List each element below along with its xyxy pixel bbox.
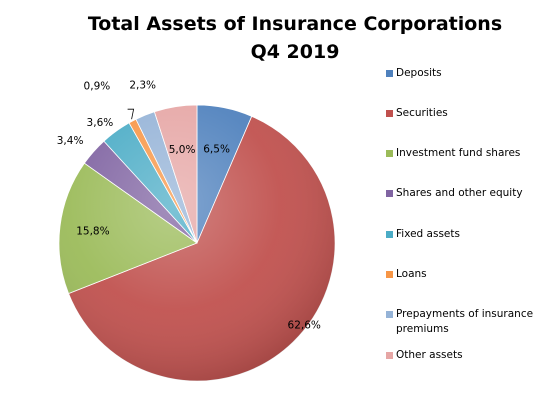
legend-swatch — [386, 231, 393, 238]
legend-swatch — [386, 110, 393, 117]
legend-label: Securities — [396, 107, 448, 119]
data-label-prepayments-of-insurance-premiums: 2,3% — [129, 80, 156, 92]
legend-swatch — [386, 352, 393, 359]
legend-label: Shares and other equity — [396, 187, 523, 199]
data-label-loans: 0,9% — [84, 80, 111, 92]
legend-label: Fixed assets — [396, 228, 460, 240]
data-label-deposits: 6,5% — [203, 143, 230, 155]
chart-title: Total Assets of Insurance Corporations — [87, 13, 503, 35]
data-label-fixed-assets: 3,6% — [87, 117, 114, 129]
legend-swatch — [386, 150, 393, 157]
legend-label: Prepayments of insurance premiums — [396, 308, 534, 335]
legend-label: Deposits — [396, 67, 442, 79]
legend-label: Other assets — [396, 349, 463, 361]
legend-swatch — [386, 70, 393, 77]
legend-swatch — [386, 190, 393, 197]
data-label-shares-and-other-equity: 3,4% — [57, 135, 84, 147]
data-label-securities: 62,6% — [288, 319, 321, 331]
chart-subtitle: Q4 2019 — [250, 41, 340, 63]
leader-line-loans — [127, 108, 135, 120]
legend-label: Investment fund shares — [396, 147, 521, 159]
data-label-investment-fund-shares: 15,8% — [76, 225, 109, 237]
legend-label: Loans — [396, 268, 427, 280]
legend-swatch — [386, 311, 393, 318]
legend-swatch — [386, 271, 393, 278]
data-label-other-assets: 5,0% — [169, 144, 196, 156]
